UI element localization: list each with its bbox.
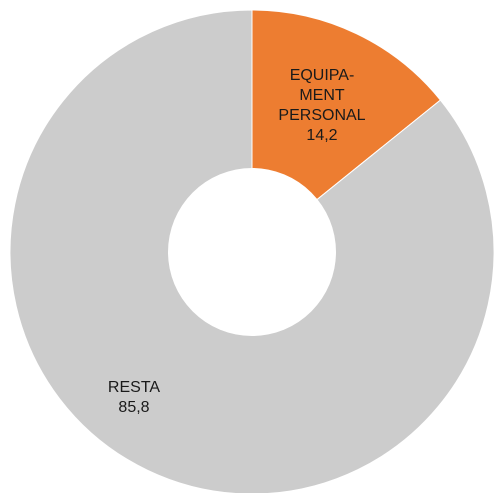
pie-slice-1 [9,9,494,493]
labels-group: EQUIPA- MENT PERSONAL 14,2 RESTA 85,8 [108,67,366,416]
slice-label-line-0-0: EQUIPA- [290,67,355,84]
slice-value-0: 14,2 [306,127,337,144]
donut-hole [168,168,336,336]
slice-label-1: RESTA 85,8 [108,379,160,416]
slice-value-1: 85,8 [118,399,149,416]
slice-label-line-1-0: RESTA [108,379,160,396]
slice-label-line-0-1: MENT [299,87,345,104]
slice-label-0: EQUIPA- MENT PERSONAL 14,2 [278,67,365,144]
slice-label-line-0-2: PERSONAL [278,107,365,124]
